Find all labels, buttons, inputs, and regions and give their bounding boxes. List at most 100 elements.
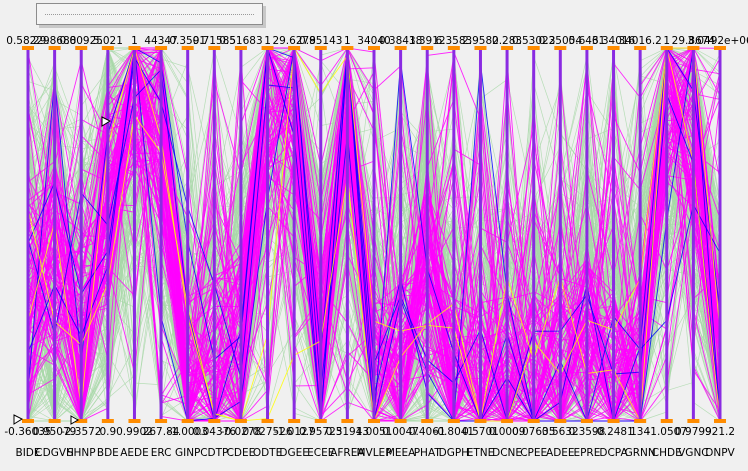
axis-min-label-24: -1.0507 [647,426,688,438]
axis-max-label-14: 0.38418 [379,35,422,47]
axis-min-label-14: 0.0047 [382,426,419,438]
axis-max-label-5: 44347 [144,35,177,47]
axis-endcap-14 [394,46,407,50]
axis-min-label-1: 0.95079 [33,426,76,438]
axis-min-label-26: 921.2 [705,426,735,438]
axis-name-label-22: DCPA [599,447,628,459]
axis-name-label-3: BDE [97,447,119,459]
axis-name-label-14: MEEA [386,447,416,459]
axis-min-label-25: 0.9799 [675,426,712,438]
axis-endcap-7 [208,419,221,423]
axis-name-label-26: DNPV [705,447,735,459]
axis-name-label-20: ADEE [546,447,575,459]
axis-max-label-23: 34016.2 [618,35,661,47]
axis-endcap-18 [501,419,514,423]
axis-endcap-11 [314,46,327,50]
axis-endcap-20 [554,419,567,423]
axis-max-label-8: 0.51683 [219,35,262,47]
axis-min-label-3: 0.9 [99,426,116,438]
axis-endcap-4 [128,46,141,50]
axis-name-label-2: SHNP [67,447,96,459]
axis-max-label-25: 29.8674 [672,35,716,47]
axis-endcap-13 [368,46,380,50]
axis-max-label-4: 1 [131,35,138,47]
axis-min-label-20: 0.5632 [542,426,579,438]
axis-brush-handle-bottom-2[interactable] [70,415,80,425]
axis-max-label-19: 0.53023 [512,35,555,47]
axis-endcap-24 [660,46,673,50]
axis-min-label-2: -2.3572 [61,426,102,438]
legend-box[interactable] [36,3,263,25]
axis-max-label-10: 29.6278 [272,35,315,47]
axis-max-label-16: 6.3583 [435,35,472,47]
axes-layer [22,46,726,423]
axis-name-label-13: MVLEP [356,447,391,459]
axis-endcap-15 [421,419,434,423]
axis-endcap-18 [501,46,514,50]
axis-endcap-16 [447,46,460,50]
axis-endcap-17 [474,46,487,50]
axis-brush-handle-bottom[interactable] [13,414,24,425]
axis-endcap-15 [421,46,434,50]
axis-min-label-22: -0.2481 [593,426,634,438]
axis-name-label-8: CDEE [227,447,256,459]
legend-placeholder-line [45,14,254,15]
axis-min-label-12: 0.51943 [326,426,369,438]
axis-name-label-18: DCNE [492,447,522,459]
axis-endcap-21 [580,419,593,423]
axis-endcap-26 [714,419,726,423]
markers-layer [13,116,112,425]
axis-min-label-8: -0.0278 [221,426,262,438]
axis-endcap-0 [22,46,34,50]
axis-endcap-9 [261,46,274,50]
axis-endcap-6 [181,419,194,423]
axis-name-label-7: CDTP [200,447,228,459]
axis-min-label-17: 0.5701 [462,426,499,438]
axis-endcap-25 [687,46,700,50]
axis-name-label-16: DGPH [439,447,469,459]
axis-endcap-9 [261,419,274,423]
axis-min-label-21: 0.3598 [569,426,606,438]
axis-endcap-6 [181,46,194,50]
axis-max-label-2: 0.00925 [60,35,103,47]
axis-endcap-1 [48,46,61,50]
axis-endcap-23 [634,419,647,423]
axis-name-label-21: EPRE [573,447,600,459]
axis-name-label-17: ETNE [467,447,495,459]
axis-max-label-22: 3.34016 [592,35,636,47]
axis-name-label-0: BIDE [15,447,40,459]
axis-min-label-7: 0.04376 [193,426,237,438]
axis-endcap-10 [288,46,301,50]
axis-name-label-15: PHAT [414,447,442,459]
axis-min-label-16: -0.8041 [434,426,475,438]
axis-max-label-15: 3.3912 [409,35,446,47]
axis-endcap-20 [554,46,567,50]
axis-name-label-6: GINP [175,447,200,459]
axis-endcap-24 [660,419,673,423]
axis-min-label-15: 0.4061 [409,426,446,438]
axis-min-label-5: 267.84 [143,426,180,438]
axis-name-label-23: GRNN [625,447,656,459]
axis-min-label-23: 134 [630,426,650,438]
axis-min-label-10: -1.0127 [274,426,315,438]
axis-brush-handle-top[interactable] [101,116,112,127]
axis-name-label-19: CPEE [520,447,547,459]
axis-max-label-0: 0.58229 [6,35,49,47]
axis-min-label-0: -0.36035 [4,426,51,438]
axis-name-label-4: AEDE [120,447,149,459]
axis-name-label-11: ECEE [307,447,334,459]
axis-endcap-16 [447,419,460,423]
axis-endcap-13 [368,419,380,423]
axis-endcap-0 [22,419,34,423]
axis-min-label-18: 0.0009 [489,426,526,438]
axis-max-label-6: 0.3591 [169,35,206,47]
axis-name-label-5: ERC [151,447,172,459]
axis-endcap-26 [714,46,726,50]
axis-endcap-5 [155,46,168,50]
axis-endcap-11 [314,419,327,423]
axis-min-label-11: 0.95723 [299,426,342,438]
labels-layer: 0.58229 -0.36035 BIDE 29.8688 0.95079 CDGVH 0.… [4,35,748,459]
axis-name-label-12: AFREA [330,447,365,459]
axis-max-label-13: 34040 [357,35,390,47]
